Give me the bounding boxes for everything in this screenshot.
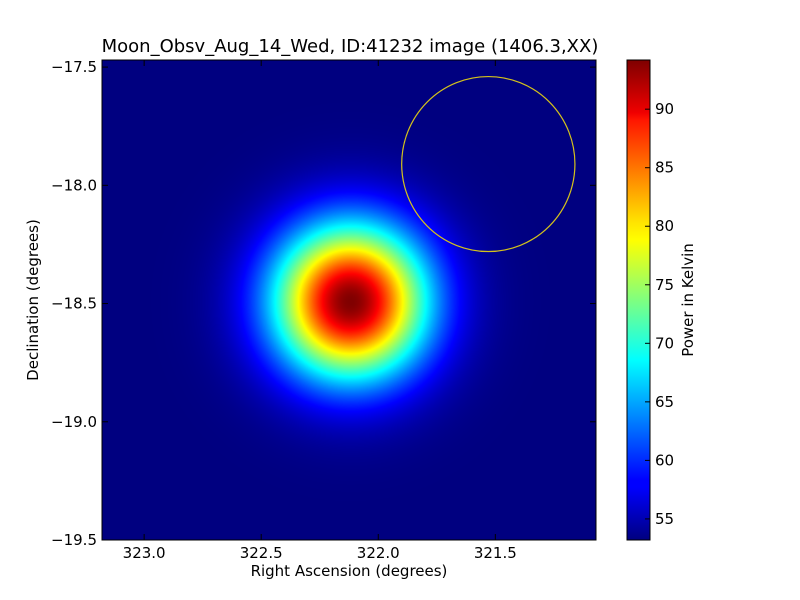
x-axis: 323.0 322.5 322.0 321.5 bbox=[123, 60, 517, 562]
y-tick-label: −18.5 bbox=[51, 295, 97, 313]
x-axis-label: Right Ascension (degrees) bbox=[251, 562, 448, 580]
colorbar-tick-label: 80 bbox=[655, 217, 674, 235]
colorbar-gradient bbox=[626, 59, 651, 541]
y-axis: −17.5 −18.0 −18.5 −19.0 −19.5 bbox=[51, 58, 596, 549]
colorbar-tick-label: 70 bbox=[655, 334, 674, 352]
colorbar-tick-label: 60 bbox=[655, 451, 674, 469]
colorbar-tick-label: 85 bbox=[655, 159, 674, 177]
y-tick-label: −19.0 bbox=[51, 413, 97, 431]
heatmap-image bbox=[102, 60, 596, 540]
y-tick-label: −17.5 bbox=[51, 58, 97, 76]
heatmap-plot bbox=[101, 59, 597, 541]
marker-circle bbox=[401, 75, 576, 253]
x-tick-label: 322.0 bbox=[357, 544, 400, 562]
colorbar: 55 60 65 70 75 80 85 90 Power in Kelvin bbox=[626, 59, 697, 541]
x-tick-label: 321.5 bbox=[474, 544, 517, 562]
y-tick-label: −18.0 bbox=[51, 176, 97, 194]
colorbar-tick-label: 75 bbox=[655, 276, 674, 294]
chart-title: Moon_Obsv_Aug_14_Wed, ID:41232 image (14… bbox=[102, 36, 599, 57]
colorbar-tick-label: 90 bbox=[655, 100, 674, 118]
y-tick-label: −19.5 bbox=[51, 531, 97, 549]
colorbar-tick-label: 55 bbox=[655, 510, 674, 528]
colorbar-tick-label: 65 bbox=[655, 393, 674, 411]
x-tick-label: 322.5 bbox=[240, 544, 283, 562]
x-tick-label: 323.0 bbox=[123, 544, 166, 562]
colorbar-ticks: 55 60 65 70 75 80 85 90 bbox=[645, 100, 674, 528]
plot-frame bbox=[101, 59, 597, 541]
y-axis-label: Declination (degrees) bbox=[24, 219, 42, 381]
colorbar-label: Power in Kelvin bbox=[679, 243, 697, 357]
